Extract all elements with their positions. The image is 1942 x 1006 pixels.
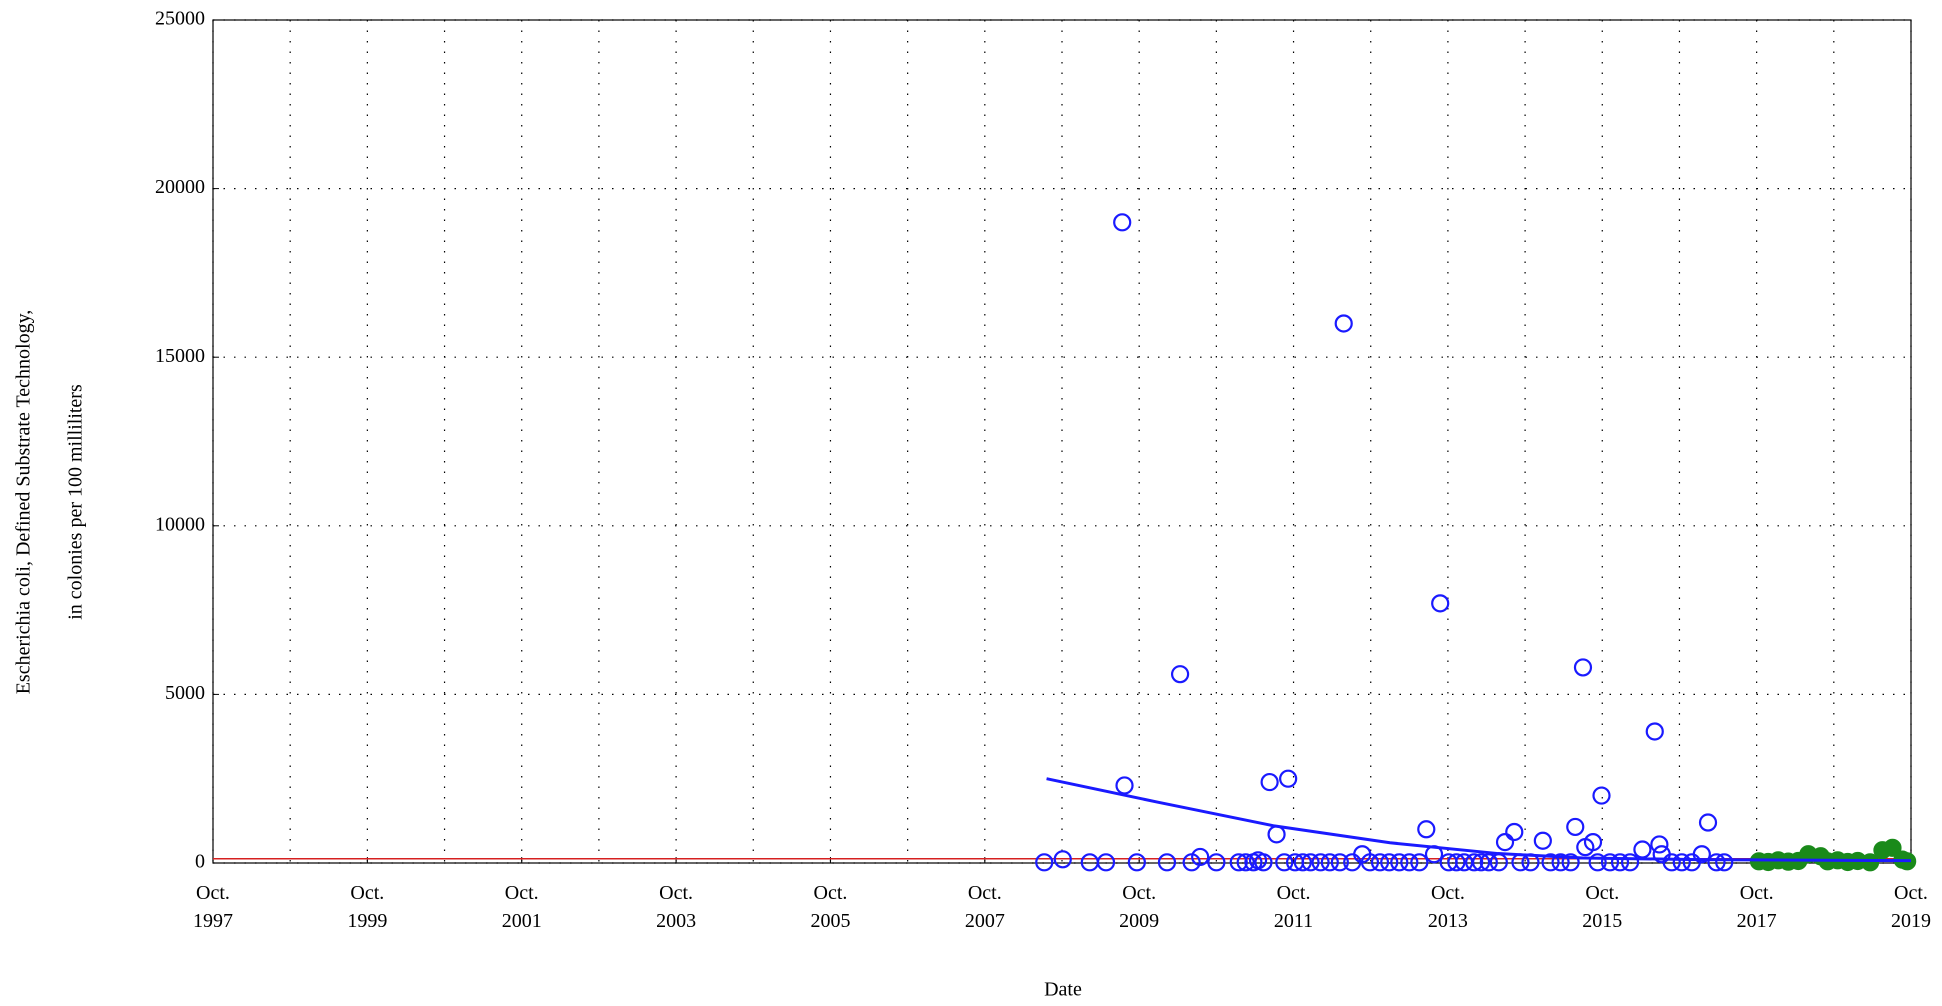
data-point <box>1157 853 1177 872</box>
data-point <box>1533 831 1552 850</box>
data-point <box>1610 853 1630 872</box>
y-tick-label: 10000 <box>155 513 205 535</box>
data-point <box>1330 853 1349 872</box>
data-point <box>1600 853 1620 872</box>
data-point <box>1301 853 1320 872</box>
x-tick-label: Oct. 1999 <box>347 882 387 932</box>
y-tick-label: 0 <box>195 851 205 873</box>
data-point <box>1343 853 1362 872</box>
data-point <box>1592 786 1611 805</box>
data-point <box>1883 838 1902 857</box>
data-point <box>1471 853 1491 872</box>
plot-frame <box>212 19 1912 864</box>
data-point <box>1080 853 1099 872</box>
data-point <box>1360 853 1380 872</box>
data-point <box>1707 853 1726 872</box>
x-tick-label: Oct. 2001 <box>502 882 542 932</box>
data-point <box>1096 853 1116 872</box>
y-axis-label: in colonies per 100 milliliters <box>65 384 87 620</box>
data-point <box>1113 213 1132 232</box>
data-point <box>1267 825 1286 844</box>
y-tick-label: 20000 <box>155 176 205 198</box>
data-point <box>1254 853 1273 872</box>
data-point <box>1170 665 1190 684</box>
data-point <box>1541 853 1560 872</box>
data-point <box>1682 853 1701 872</box>
x-tick-label: Oct. 2013 <box>1428 882 1468 932</box>
data-point <box>1370 853 1390 872</box>
data-point <box>1410 853 1429 872</box>
y-tick-label: 25000 <box>155 8 205 30</box>
data-point <box>1489 853 1508 872</box>
data-point <box>1495 832 1515 852</box>
data-point <box>1465 853 1484 872</box>
data-point <box>1207 853 1226 872</box>
data-point <box>1650 835 1669 854</box>
data-point <box>1662 853 1681 872</box>
data-point <box>1860 853 1880 872</box>
data-point <box>1035 853 1054 872</box>
x-tick-label: Oct. 1997 <box>193 882 233 932</box>
data-point <box>1645 722 1664 741</box>
data-point <box>1479 853 1498 872</box>
data-point <box>1620 853 1640 872</box>
x-tick-label: Oct. 2003 <box>656 882 696 932</box>
data-point <box>1311 853 1330 872</box>
y-axis-label: Escherichia coli, Defined Substrate Tech… <box>13 310 35 695</box>
data-point <box>1692 845 1711 864</box>
data-point <box>1191 847 1210 867</box>
data-point <box>1127 853 1146 872</box>
x-tick-label: Oct. 2011 <box>1274 882 1313 932</box>
data-point <box>1229 853 1248 872</box>
data-point <box>1334 314 1353 333</box>
data-point <box>1279 769 1298 788</box>
y-tick-label: 5000 <box>165 682 205 704</box>
x-tick-label: Oct. 2019 <box>1891 882 1931 932</box>
data-point <box>1053 850 1072 869</box>
data-point <box>1672 853 1691 872</box>
trend-line <box>1046 777 1912 863</box>
data-point <box>1566 817 1585 837</box>
data-point <box>1588 853 1607 872</box>
data-point <box>1115 776 1134 795</box>
data-point <box>1561 853 1580 872</box>
data-point <box>1380 853 1399 872</box>
data-point <box>1698 813 1718 832</box>
data-point <box>1293 853 1312 872</box>
data-point <box>1583 832 1603 852</box>
x-axis-label: Date <box>1044 979 1082 1001</box>
data-point <box>1551 853 1570 872</box>
data-point <box>1275 853 1294 872</box>
data-point <box>1236 853 1255 872</box>
data-point <box>1573 658 1593 677</box>
x-tick-label: Oct. 2017 <box>1737 882 1777 932</box>
data-point <box>1431 594 1450 613</box>
data-point <box>1505 822 1524 842</box>
x-tick-label: Oct. 2007 <box>965 882 1005 932</box>
x-tick-label: Oct. 2015 <box>1582 882 1622 932</box>
data-point <box>1633 840 1652 859</box>
data-point <box>1715 853 1734 872</box>
data-point <box>1260 772 1279 792</box>
y-tick-label: 15000 <box>155 345 205 367</box>
x-tick-label: Oct. 2009 <box>1119 882 1159 932</box>
data-point <box>1400 853 1419 872</box>
data-point <box>1447 853 1466 872</box>
x-tick-label: Oct. 2005 <box>810 882 850 932</box>
data-point <box>1390 853 1409 872</box>
data-point <box>1417 820 1436 839</box>
data-point <box>1320 853 1339 872</box>
